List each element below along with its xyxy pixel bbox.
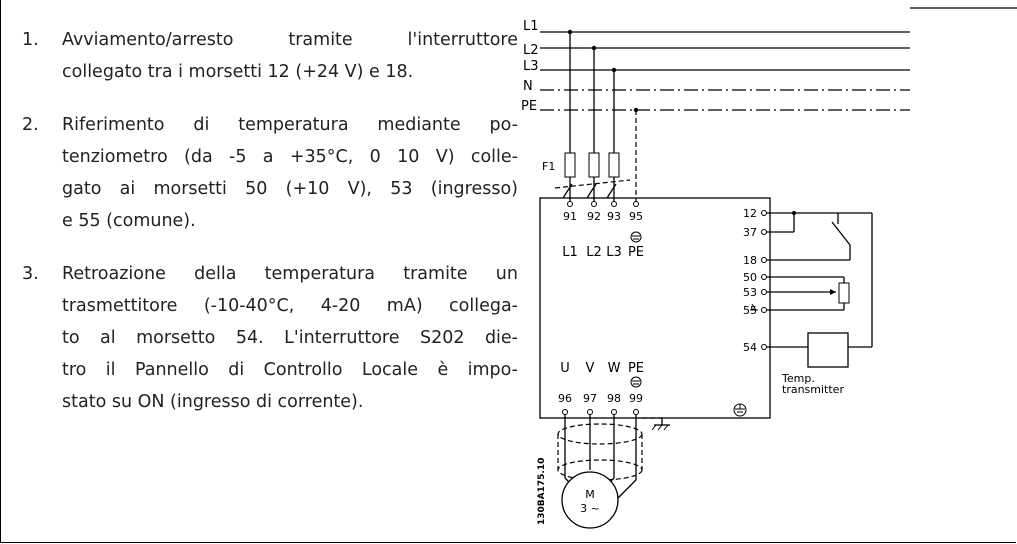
diagram-label: 99 xyxy=(629,392,643,405)
diagram-label: 95 xyxy=(629,210,643,223)
item-number: 2. xyxy=(22,115,39,135)
diagram-label: 55 xyxy=(743,304,757,317)
motor-wiring xyxy=(557,415,670,529)
diagram-label: PE xyxy=(628,361,644,376)
instruction-list: 1. Avviamento/arresto tramite l'interrutt… xyxy=(22,24,518,439)
drive-box xyxy=(539,197,771,419)
diagram-label: U xyxy=(560,361,570,376)
diagram-label: 12 xyxy=(743,207,757,220)
diagram-label: L2 xyxy=(586,245,602,260)
diagram-label: 130BA175.10 xyxy=(537,458,547,525)
terminal-circles xyxy=(562,201,747,417)
diagram-label: W xyxy=(608,361,621,376)
diagram-label: PE xyxy=(521,99,537,114)
diagram-label: L3 xyxy=(523,59,539,74)
diagram-label: V xyxy=(586,361,595,376)
diagram-label: 37 xyxy=(743,226,757,239)
diagram-label: PE xyxy=(628,245,644,260)
diagram-label: 3 ~ xyxy=(580,502,600,515)
item-line: to al morsetto 54. L'interruttore S202 d… xyxy=(62,328,518,348)
item-line: trasmettitore (-10-40°C, 4-20 mA) colleg… xyxy=(62,296,518,316)
diagram-label: Temp. xyxy=(781,372,815,385)
supply-drops xyxy=(554,29,639,202)
diagram-label: 98 xyxy=(607,392,621,405)
list-item: 3. Retroazione della temperatura tramite … xyxy=(22,258,518,418)
diagram-label: 50 xyxy=(743,271,757,284)
diagram-label: transmitter xyxy=(782,383,844,396)
diagram-label: 93 xyxy=(607,210,621,223)
diagram-label: L2 xyxy=(523,43,539,58)
diagram-label: 54 xyxy=(743,341,757,354)
item-line: tro il Pannello di Controllo Locale è im… xyxy=(62,360,518,380)
diagram-label: L1 xyxy=(523,19,539,34)
diagram-label: 91 xyxy=(563,210,577,223)
diagram-label: 96 xyxy=(558,392,572,405)
diagram-label: L1 xyxy=(562,245,578,260)
item-line: collegato tra i morsetti 12 (+24 V) e 18… xyxy=(62,62,414,82)
item-line: Avviamento/arresto tramite l'interruttor… xyxy=(62,30,518,50)
control-wiring xyxy=(750,210,873,368)
diagram-label: 53 xyxy=(743,286,757,299)
list-item: 1. Avviamento/arresto tramite l'interrutt… xyxy=(22,24,518,88)
item-line: e 55 (comune). xyxy=(62,211,196,231)
item-line: Retroazione della temperatura tramite un xyxy=(62,264,518,284)
diagram-label: N xyxy=(523,79,533,94)
item-line: Riferimento di temperatura mediante po- xyxy=(62,115,518,135)
item-number: 3. xyxy=(22,264,39,284)
diagram-label: 92 xyxy=(587,210,601,223)
item-line: stato su ON (ingresso di corrente). xyxy=(62,392,364,412)
item-line: tenziometro (da -5 a +35°C, 0 10 V) coll… xyxy=(62,147,518,167)
item-line: gato ai morsetti 50 (+10 V), 53 (ingress… xyxy=(62,179,518,199)
diagram-labels: L1L2L3NPEF191L192L293L395PEU96V97W98PE99… xyxy=(521,19,844,525)
diagram-label: M xyxy=(585,488,595,501)
list-item: 2. Riferimento di temperatura mediante po… xyxy=(22,109,518,237)
diagram-label: 97 xyxy=(583,392,597,405)
diagram-label: 18 xyxy=(743,254,757,267)
diagram-label: F1 xyxy=(542,160,555,173)
diagram-label: L3 xyxy=(606,245,622,260)
item-number: 1. xyxy=(22,30,39,50)
